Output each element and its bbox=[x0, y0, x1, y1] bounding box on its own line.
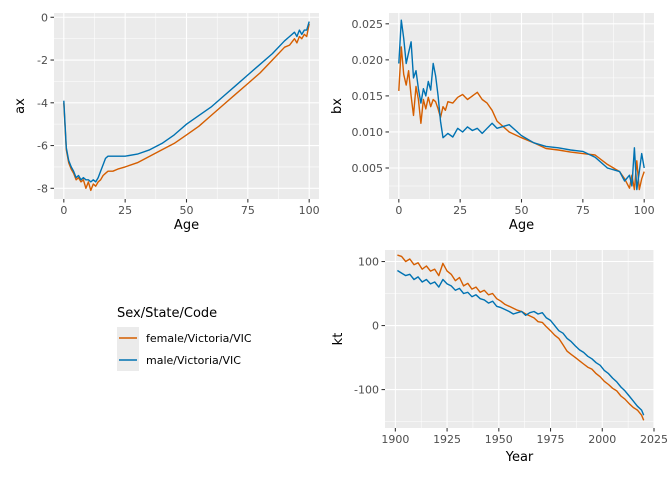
bx-tick-label-y: 0.010 bbox=[352, 126, 384, 139]
bx-panel: 0 25 50 75 100 0.005 0.010 0.015 0.020 0.025 Age bx bbox=[330, 13, 655, 233]
ax-tick-label-y: -6 bbox=[37, 140, 48, 153]
ax-tick-label-y: 0 bbox=[41, 11, 48, 24]
bx-y-axis-title: bx bbox=[330, 98, 345, 114]
ax-tick-label-x: 25 bbox=[118, 204, 132, 217]
bx-tick-label-y: 0.020 bbox=[352, 54, 384, 67]
bx-tick-label-x: 25 bbox=[453, 204, 467, 217]
kt-tick-label-x: 2025 bbox=[640, 433, 668, 446]
kt-tick-label-x: 1925 bbox=[433, 433, 461, 446]
kt-panel-background bbox=[385, 250, 654, 428]
ax-tick-label-y: -4 bbox=[37, 97, 48, 110]
ax-series-line-male bbox=[63, 21, 310, 183]
kt-panel: 1900 1925 1950 1975 2000 2025 100 0 -100 Year kt bbox=[331, 250, 668, 465]
bx-series-line-male bbox=[398, 19, 645, 191]
bx-tick-label-x: 50 bbox=[515, 204, 529, 217]
kt-tick-label-x: 2000 bbox=[588, 433, 616, 446]
ax-tick-label-y: -8 bbox=[37, 182, 48, 195]
bx-x-axis-title: Age bbox=[509, 218, 534, 233]
kt-tick-label-y: 0 bbox=[372, 320, 379, 333]
ax-tick-label-y: -2 bbox=[37, 54, 48, 67]
legend-title: Sex/State/Code bbox=[117, 306, 217, 321]
ax-panel: 0 25 50 75 100 0 -2 -4 -6 -8 Age ax bbox=[13, 11, 320, 233]
kt-y-axis-title: kt bbox=[331, 333, 346, 346]
ax-series-line-female bbox=[63, 23, 310, 192]
bx-tick-label-y: 0.005 bbox=[352, 162, 384, 175]
bx-tick-label-x: 0 bbox=[395, 204, 402, 217]
kt-tick-label-y: -100 bbox=[354, 384, 379, 397]
bx-tick-label-y: 0.015 bbox=[352, 90, 384, 103]
ax-tick-label-x: 75 bbox=[241, 204, 255, 217]
bx-tick-label-x: 75 bbox=[576, 204, 590, 217]
kt-x-axis-title: Year bbox=[505, 450, 534, 465]
kt-tick-label-y: 100 bbox=[358, 256, 379, 269]
ax-x-axis-title: Age bbox=[174, 218, 199, 233]
ax-y-axis-title: ax bbox=[13, 98, 28, 114]
kt-tick-label-x: 1900 bbox=[381, 433, 409, 446]
legend-label-female: female/Victoria/VIC bbox=[146, 332, 252, 345]
kt-series-line-male bbox=[397, 269, 645, 416]
kt-tick-label-x: 1975 bbox=[537, 433, 565, 446]
bx-tick-label-y: 0.025 bbox=[352, 18, 384, 31]
kt-tick-label-x: 1950 bbox=[485, 433, 513, 446]
bx-tick-label-x: 100 bbox=[634, 204, 655, 217]
ax-tick-label-x: 0 bbox=[60, 204, 67, 217]
legend: Sex/State/Code female/Victoria/VIC male/… bbox=[117, 306, 252, 371]
ax-tick-label-x: 100 bbox=[299, 204, 320, 217]
ax-tick-label-x: 50 bbox=[180, 204, 194, 217]
legend-label-male: male/Victoria/VIC bbox=[146, 354, 241, 367]
